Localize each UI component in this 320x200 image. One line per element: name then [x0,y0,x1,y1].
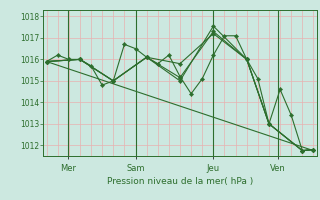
X-axis label: Pression niveau de la mer( hPa ): Pression niveau de la mer( hPa ) [107,177,253,186]
